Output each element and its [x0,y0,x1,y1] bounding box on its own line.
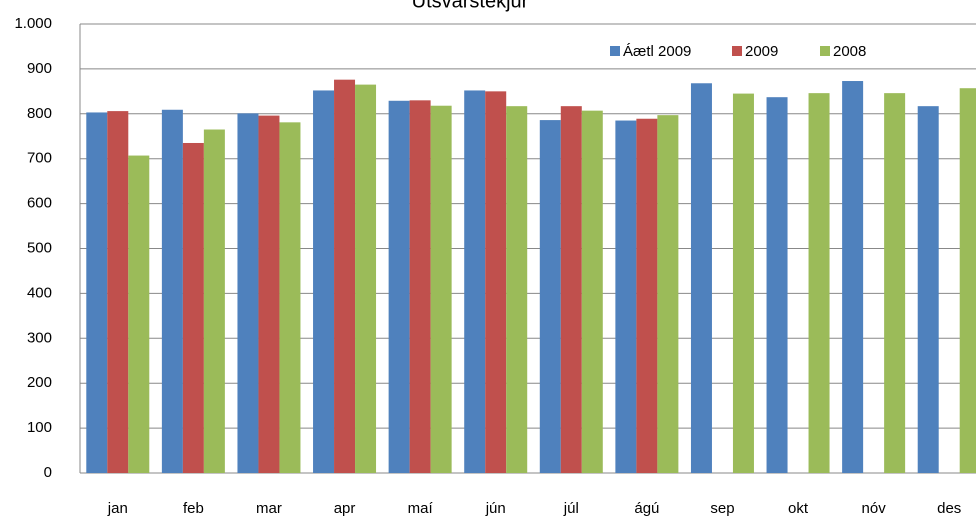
bar [636,118,658,473]
y-tick-label: 600 [27,195,52,212]
x-tick-label: feb [183,500,204,517]
legend-label: 2009 [745,43,778,60]
x-tick-label: nóv [862,500,887,517]
bar [182,142,204,474]
x-tick-label: jún [485,500,506,517]
bar [560,106,582,474]
bar [657,115,679,473]
legend-label: 2008 [833,43,866,60]
bar [86,112,108,473]
bar [107,111,129,473]
y-tick-label: 400 [27,284,52,301]
y-tick-label: 700 [27,150,52,167]
y-tick-label: 500 [27,239,52,256]
bar [539,120,561,473]
y-tick-label: 300 [27,329,52,346]
x-tick-label: apr [334,500,356,517]
bar [388,100,410,474]
bar [485,91,507,473]
bar [313,90,335,474]
bar [506,106,528,474]
bar [161,109,183,473]
legend-swatch [610,46,620,56]
x-tick-label: jan [107,500,128,517]
legend-swatch [732,46,742,56]
bar [203,129,225,473]
legend-label: Áætl 2009 [623,43,691,60]
x-tick-label: júl [563,500,579,517]
legend-swatch [820,46,830,56]
bar [808,93,830,474]
bar [959,88,976,473]
bar [842,81,864,473]
bar [690,83,712,473]
y-tick-label: 0 [44,464,52,481]
x-tick-label: mar [256,500,282,517]
bar [884,93,906,474]
bar [732,93,754,473]
bar [409,100,431,473]
bar [237,113,259,473]
x-tick-label: ágú [634,500,659,517]
bar [279,122,301,474]
y-tick-label: 1.000 [14,15,52,32]
y-tick-label: 800 [27,105,52,122]
bar [258,115,280,473]
bar [334,79,356,474]
chart-title: Útsvarstekjur [412,0,529,12]
x-tick-label: maí [408,500,434,517]
bar [430,105,452,473]
bar [766,97,788,473]
bar [581,110,603,474]
y-tick-label: 200 [27,374,52,391]
x-tick-label: okt [788,500,809,517]
y-tick-label: 100 [27,419,52,436]
bar [615,120,637,473]
bar [917,106,939,474]
y-tick-label: 900 [27,60,52,77]
bar [464,90,486,474]
bar [128,155,150,473]
x-tick-label: des [937,500,961,517]
x-tick-label: sep [710,500,734,517]
bar [355,84,377,474]
